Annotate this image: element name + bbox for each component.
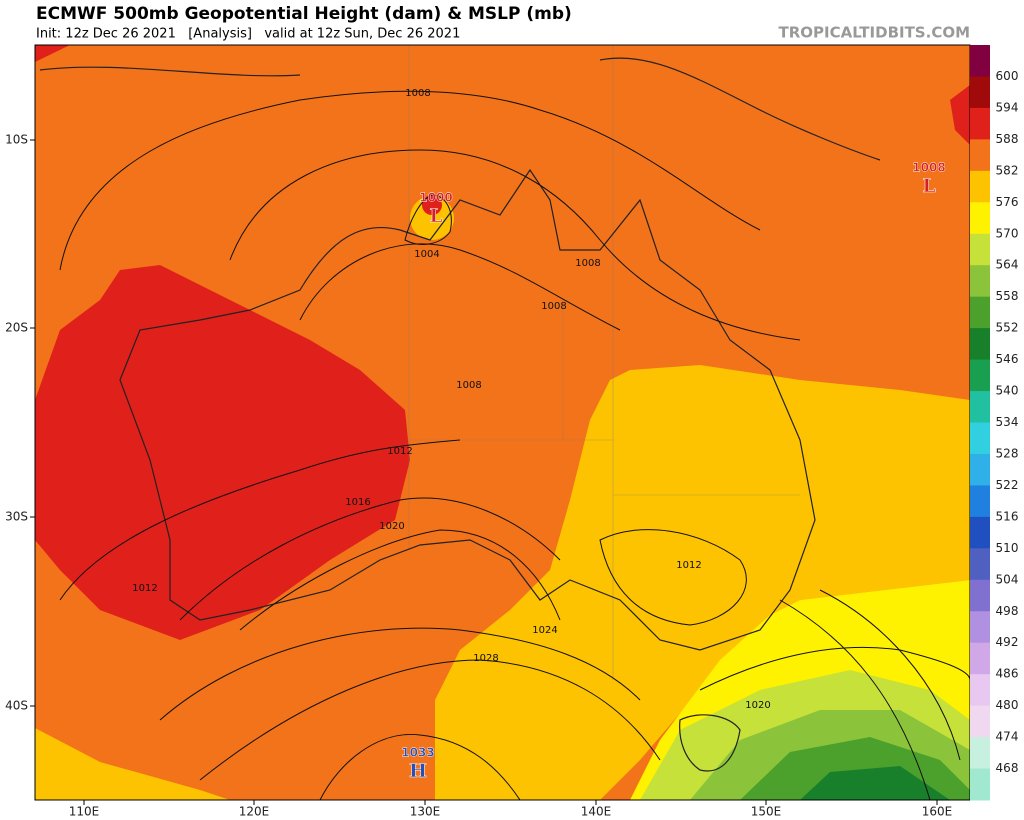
lat-label: 20S	[5, 321, 28, 335]
colorbar-label: 552	[996, 321, 1019, 335]
lon-label: 140E	[581, 805, 612, 819]
colorbar-swatch	[970, 516, 990, 549]
colorbar-swatch	[970, 674, 990, 707]
colorbar-label: 522	[996, 478, 1019, 492]
colorbar-swatch	[970, 76, 990, 109]
isobar-label: 1004	[414, 249, 439, 260]
colorbar-swatch	[970, 453, 990, 486]
lat-label: 30S	[5, 510, 28, 524]
map-area	[35, 45, 970, 800]
isobar-label: 1008	[575, 258, 600, 269]
colorbar-swatch	[970, 579, 990, 612]
colorbar-label: 600	[996, 69, 1019, 83]
isobar-label: 1008	[405, 88, 430, 99]
isobar-label: 1020	[379, 521, 404, 532]
colorbar-label: 534	[996, 415, 1019, 429]
colorbar-label: 564	[996, 258, 1019, 272]
colorbar-swatch	[970, 170, 990, 203]
lon-label: 110E	[69, 805, 100, 819]
isobar-label: 1020	[745, 700, 770, 711]
colorbar-swatch	[970, 705, 990, 738]
center-value: 1000	[419, 191, 452, 205]
colorbar-label: 546	[996, 352, 1019, 366]
lat-label: 40S	[5, 699, 28, 713]
title: ECMWF 500mb Geopotential Height (dam) & …	[36, 4, 572, 24]
isobar-label: 1024	[532, 625, 557, 636]
isobar-label: 1008	[456, 380, 481, 391]
colorbar-label: 474	[996, 730, 1019, 744]
colorbar-label: 588	[996, 132, 1019, 146]
colorbar-swatch	[970, 485, 990, 518]
colorbar-swatch	[970, 233, 990, 266]
center-symbol: L	[922, 175, 935, 197]
isobar-label: 1012	[132, 583, 157, 594]
colorbar-swatch	[970, 737, 990, 770]
colorbar-label: 540	[996, 384, 1019, 398]
colorbar-swatch	[970, 45, 990, 77]
colorbar-swatch	[970, 359, 990, 392]
colorbar-label: 582	[996, 163, 1019, 177]
colorbar-label: 504	[996, 572, 1019, 586]
lon-label: 150E	[751, 805, 782, 819]
colorbar-swatch	[970, 328, 990, 361]
colorbar-label: 498	[996, 604, 1019, 618]
colorbar-label: 468	[996, 761, 1019, 775]
colorbar-swatch	[970, 642, 990, 675]
colorbar-label: 480	[996, 698, 1019, 712]
colorbar-label: 486	[996, 667, 1019, 681]
lon-label: 160E	[922, 805, 953, 819]
colorbar-swatch	[970, 202, 990, 235]
colorbar-swatch	[970, 391, 990, 423]
colorbar-swatch	[970, 265, 990, 298]
colorbar-label: 528	[996, 446, 1019, 460]
colorbar-label: 510	[996, 541, 1019, 555]
lat-label: 10S	[5, 133, 28, 147]
lon-label: 120E	[239, 805, 270, 819]
colorbar-swatch	[970, 296, 990, 329]
isobar-label: 1008	[541, 301, 566, 312]
colorbar-swatch	[970, 422, 990, 455]
colorbar-label: 576	[996, 195, 1019, 209]
colorbar-label: 516	[996, 509, 1019, 523]
colorbar-swatch	[970, 107, 990, 140]
isobar-label: 1016	[345, 497, 370, 508]
colorbar-label: 594	[996, 100, 1019, 114]
colorbar-swatch	[970, 768, 990, 801]
center-symbol: H	[409, 760, 427, 782]
colorbar-swatch	[970, 548, 990, 581]
center-value: 1008	[912, 161, 945, 175]
isobar-label: 1028	[473, 653, 498, 664]
colorbar-swatch	[970, 611, 990, 644]
isobar-label: 1012	[676, 560, 701, 571]
colorbar-label: 492	[996, 635, 1019, 649]
isobar-label: 1012	[387, 446, 412, 457]
colorbar-swatch	[970, 139, 990, 172]
subtitle: Init: 12z Dec 26 2021 [Analysis] valid a…	[36, 27, 460, 42]
site-name: TROPICALTIDBITS.COM	[779, 24, 971, 42]
center-value: 1033	[401, 746, 434, 760]
center-symbol: L	[429, 205, 442, 227]
colorbar-label: 558	[996, 289, 1019, 303]
colorbar-label: 570	[996, 226, 1019, 240]
lon-label: 130E	[410, 805, 441, 819]
